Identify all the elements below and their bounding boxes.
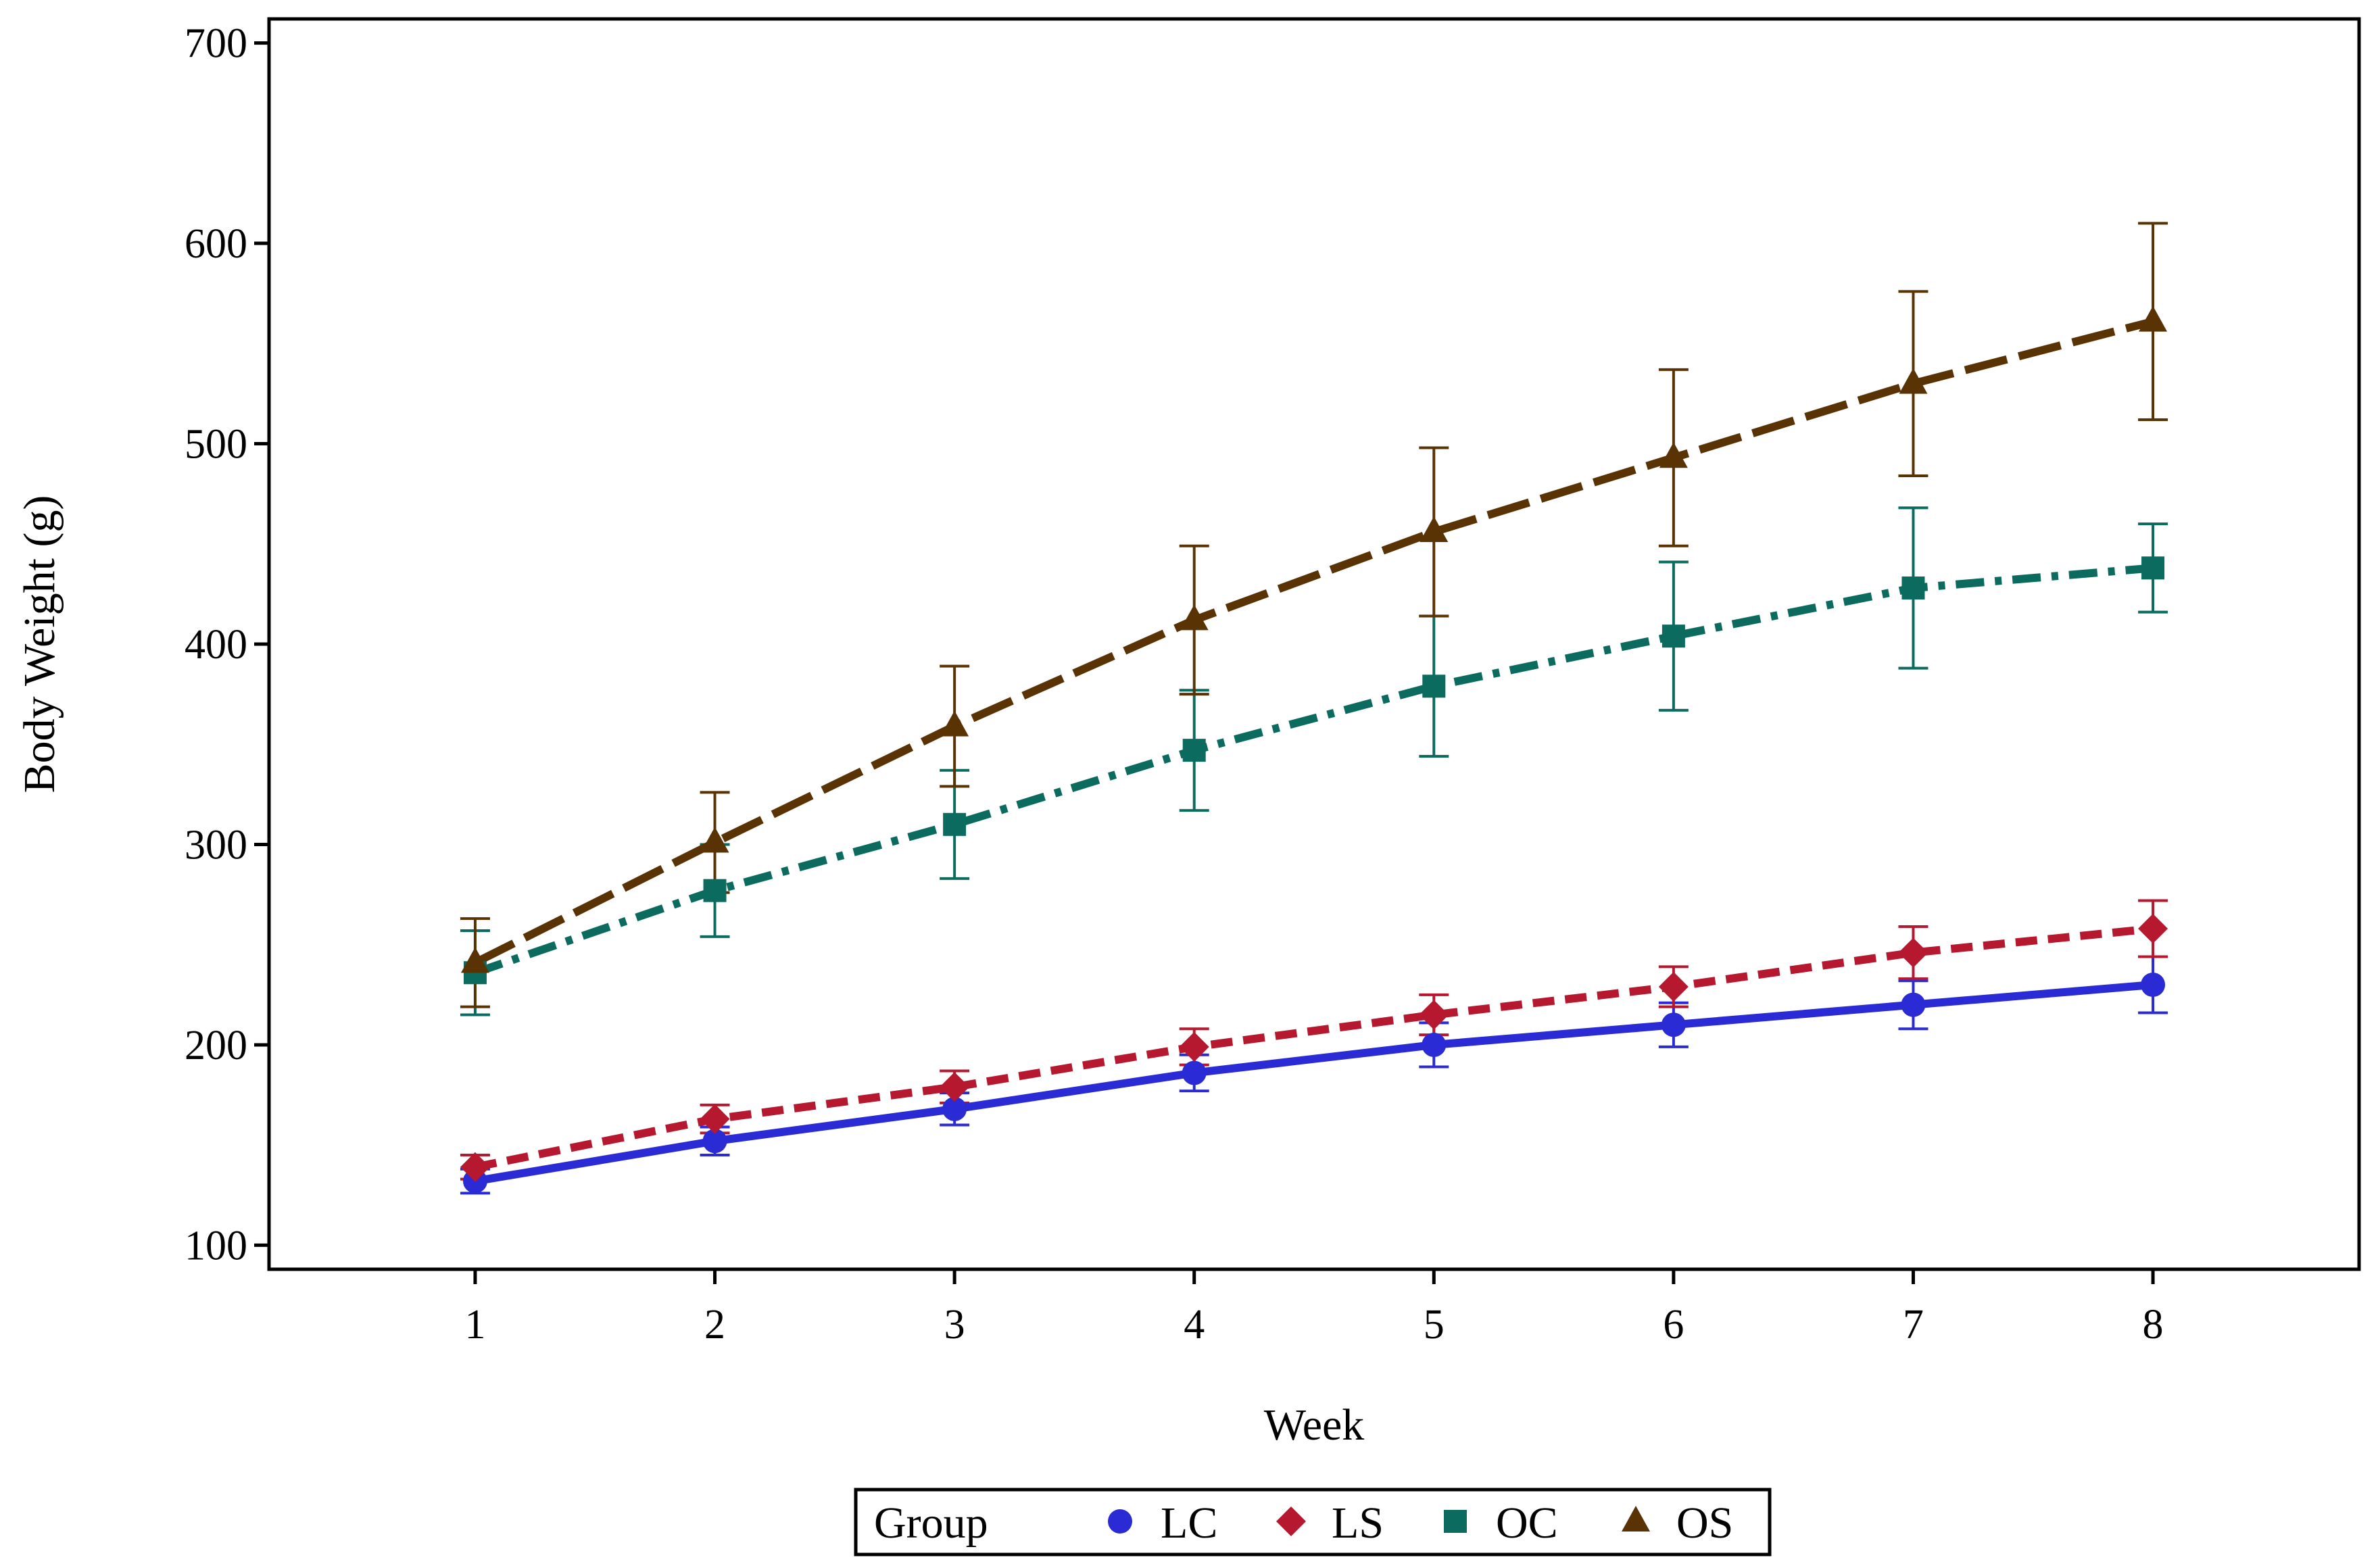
data-point-ls (460, 1152, 490, 1182)
data-point-os (940, 710, 969, 737)
data-point-os (2139, 305, 2168, 332)
data-point-os (1899, 368, 1928, 394)
data-point-oc (1182, 739, 1206, 762)
series-line-os (473, 317, 2154, 966)
legend-item-ls: LS (1276, 1498, 1384, 1548)
legend: Group LC LS OC OS (854, 1488, 1772, 1557)
legend-items: LC LS OC OS (1108, 1498, 1733, 1548)
series-line-lc (474, 981, 2154, 1185)
series-line-oc (473, 564, 2154, 977)
legend-item-lc: LC (1108, 1498, 1217, 1548)
legend-label-os: OS (1676, 1498, 1733, 1548)
legend-item-oc: OC (1444, 1498, 1558, 1548)
legend-marker-os (1622, 1506, 1650, 1532)
plot-frame (267, 17, 2361, 1271)
data-point-os (1419, 516, 1449, 542)
data-point-lc (702, 1129, 727, 1154)
data-point-lc (1661, 1012, 1686, 1037)
data-point-oc (703, 879, 727, 902)
x-tick-label: 2 (704, 1302, 725, 1348)
data-point-lc (942, 1096, 967, 1121)
legend-title: Group (874, 1498, 988, 1548)
y-tick-label: 500 (185, 422, 247, 468)
legend-marker-oc (1444, 1510, 1467, 1533)
legend-label-oc: OC (1496, 1498, 1558, 1548)
x-axis-label: Week (1264, 1400, 1365, 1450)
y-tick-label: 200 (185, 1023, 247, 1069)
legend-marker-ls (1276, 1506, 1306, 1536)
legend-marker-lc (1108, 1509, 1132, 1534)
y-tick-label: 600 (185, 221, 247, 267)
legend-item-os: OS (1622, 1498, 1733, 1548)
data-point-ls (1179, 1031, 1209, 1062)
y-tick-label: 100 (185, 1223, 247, 1269)
data-point-oc (1901, 576, 1925, 599)
data-point-os (1180, 604, 1209, 631)
data-point-ls (2138, 913, 2168, 944)
data-point-lc (1901, 992, 1926, 1017)
y-axis-ticks: 100 200 300 400 500 600 700 (185, 21, 269, 1269)
x-tick-label: 6 (1663, 1302, 1684, 1348)
data-point-oc (2141, 556, 2165, 580)
x-tick-label: 7 (1903, 1302, 1924, 1348)
data-point-os (700, 827, 729, 853)
x-tick-label: 4 (1184, 1302, 1205, 1348)
y-tick-label: 700 (185, 21, 247, 67)
error-bars (460, 222, 2168, 1195)
series-lines (473, 317, 2154, 1185)
y-tick-label: 300 (185, 822, 247, 868)
data-point-lc (1422, 1032, 1447, 1057)
legend-label-lc: LC (1161, 1498, 1217, 1548)
data-point-ls (1898, 937, 1928, 968)
x-tick-label: 5 (1424, 1302, 1445, 1348)
data-point-os (460, 947, 489, 973)
legend-label-ls: LS (1332, 1498, 1384, 1548)
data-point-ls (940, 1072, 970, 1102)
x-tick-label: 1 (464, 1302, 485, 1348)
y-axis-label: Body Weight (g) (15, 495, 64, 793)
y-tick-label: 400 (185, 622, 247, 668)
series-line-ls (474, 925, 2154, 1171)
x-tick-label: 8 (2143, 1302, 2164, 1348)
data-point-ls (1419, 1000, 1449, 1030)
data-point-oc (943, 812, 967, 836)
x-axis-ticks: 1 2 3 4 5 6 7 8 (464, 1269, 2164, 1348)
data-point-ls (1658, 971, 1689, 1002)
x-tick-label: 3 (944, 1302, 965, 1348)
legend-box (854, 1488, 1772, 1557)
data-point-oc (1661, 624, 1685, 648)
data-point-lc (1182, 1060, 1207, 1085)
series-markers (460, 305, 2168, 1194)
data-point-lc (2141, 973, 2166, 998)
data-point-oc (1422, 675, 1446, 698)
data-point-os (1659, 442, 1688, 468)
data-point-ls (700, 1104, 730, 1134)
